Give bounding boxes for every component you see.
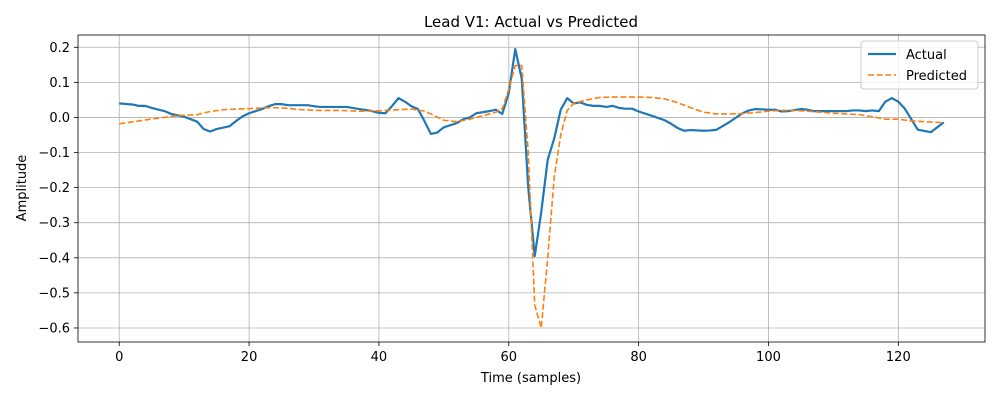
legend-actual-label: Actual bbox=[906, 48, 947, 63]
axis-ticks: 0 20 40 60 80 100 120 −0.6 −0.5 −0.4 −0.3 −0.2 −0.1 0… bbox=[38, 41, 910, 365]
y-tick-label: −0.4 bbox=[38, 251, 70, 266]
y-tick-label: 0.0 bbox=[49, 111, 70, 126]
grid-lines bbox=[78, 35, 985, 342]
y-axis-label: Amplitude bbox=[15, 155, 30, 222]
y-tick-label: −0.1 bbox=[38, 146, 70, 161]
x-tick-label: 0 bbox=[115, 350, 123, 365]
x-tick-label: 100 bbox=[756, 350, 781, 365]
legend-predicted-label: Predicted bbox=[906, 69, 967, 84]
x-tick-label: 120 bbox=[886, 350, 911, 365]
y-tick-label: −0.5 bbox=[38, 286, 70, 301]
x-tick-label: 20 bbox=[241, 350, 258, 365]
x-tick-label: 80 bbox=[630, 350, 647, 365]
y-tick-label: −0.6 bbox=[38, 321, 70, 336]
legend: Actual Predicted bbox=[860, 40, 979, 90]
x-axis-label: Time (samples) bbox=[480, 371, 581, 386]
y-tick-label: −0.2 bbox=[38, 181, 70, 196]
series-line-actual bbox=[119, 47, 945, 258]
series-lines bbox=[119, 47, 945, 329]
y-tick-label: 0.1 bbox=[49, 76, 70, 91]
y-tick-label: −0.3 bbox=[38, 216, 70, 231]
x-tick-label: 40 bbox=[371, 350, 388, 365]
x-tick-label: 60 bbox=[501, 350, 518, 365]
y-tick-label: 0.2 bbox=[49, 41, 70, 56]
chart-title: Lead V1: Actual vs Predicted bbox=[424, 13, 638, 31]
series-line-predicted bbox=[119, 64, 944, 329]
plot-frame bbox=[77, 34, 986, 343]
